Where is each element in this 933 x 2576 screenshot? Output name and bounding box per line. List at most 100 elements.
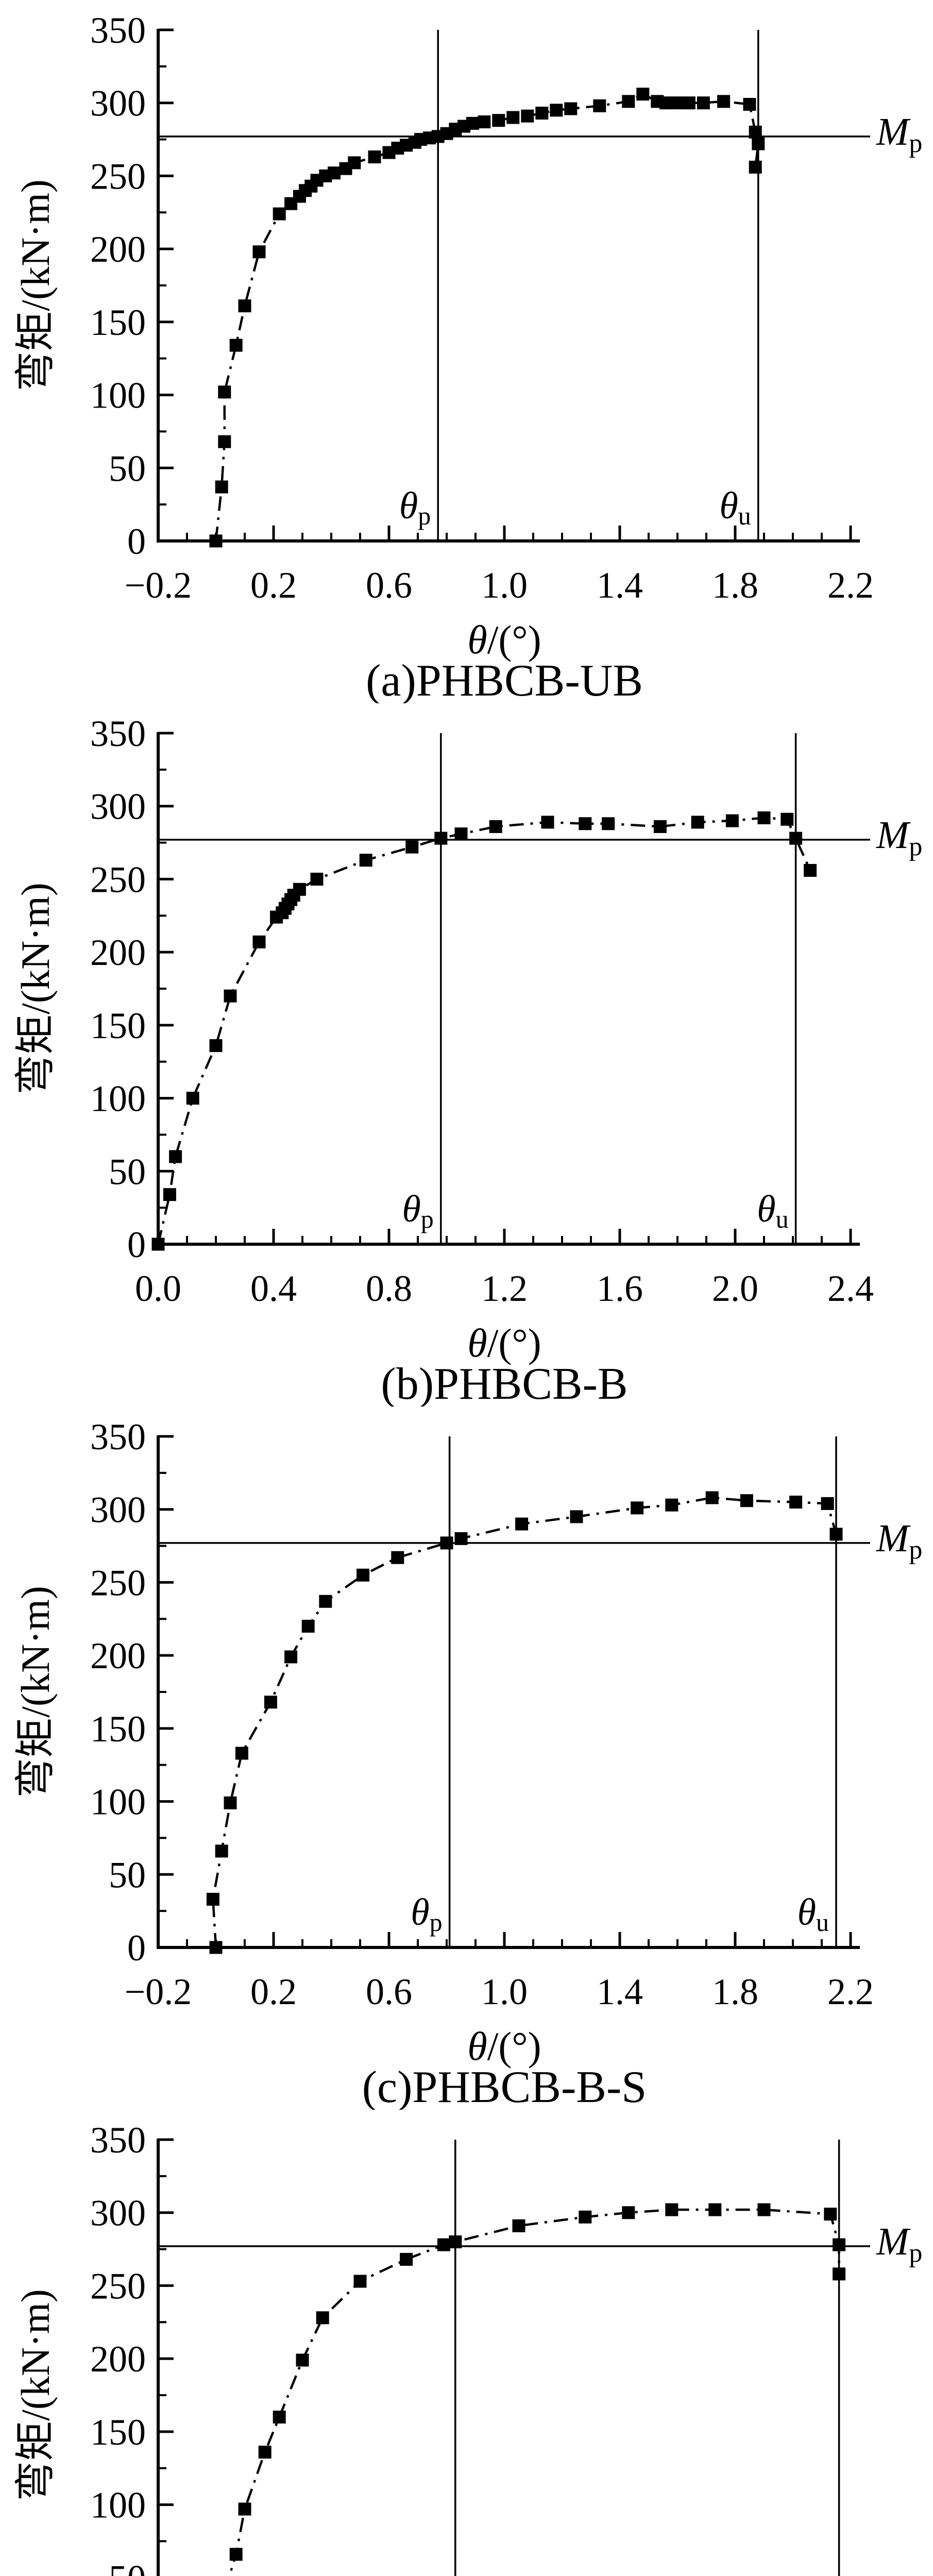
theta-p-label-base: θ — [399, 485, 418, 527]
data-point-marker — [824, 2208, 837, 2221]
y-tick-label: 250 — [90, 156, 146, 197]
data-point-marker — [258, 2446, 272, 2459]
data-point-marker — [564, 102, 578, 115]
y-tick-label: 100 — [90, 1782, 146, 1823]
data-point-marker — [186, 1092, 199, 1105]
data-point-marker — [492, 114, 505, 127]
theta-p-label-sub: p — [418, 501, 431, 530]
data-point-marker — [434, 832, 448, 845]
data-point-marker — [789, 832, 803, 845]
panel-d: −0.20.20.61.01.41.82.2050100150200250300… — [0, 2110, 933, 2576]
data-point-marker — [833, 2267, 846, 2281]
x-tick-label: 1.8 — [712, 565, 758, 606]
data-point-marker — [273, 2411, 286, 2424]
data-point-marker — [749, 160, 762, 174]
data-point-marker — [400, 2252, 413, 2266]
x-tick-label: −0.2 — [125, 565, 192, 606]
theta-p-label-base: θ — [402, 1188, 420, 1230]
x-tick-label: 0.2 — [250, 1971, 297, 2012]
theta-p-label-sub: p — [430, 1908, 443, 1937]
data-point-marker — [653, 820, 667, 833]
x-tick-label: 1.6 — [597, 1268, 643, 1309]
data-point-marker — [622, 95, 635, 108]
y-tick-label: 0 — [127, 521, 146, 562]
y-tick-label: 150 — [90, 1005, 146, 1046]
data-point-marker — [440, 1536, 453, 1550]
mp-label-sub: p — [909, 832, 922, 861]
data-point-marker — [489, 820, 502, 833]
data-point-marker — [218, 435, 231, 448]
data-point-marker — [169, 1150, 182, 1163]
data-point-marker — [454, 827, 468, 841]
data-point-marker — [151, 1238, 165, 1251]
data-point-marker — [466, 116, 479, 130]
y-axis-label: 弯矩/(kN·m) — [13, 1586, 58, 1798]
theta-u-label-base: θ — [798, 1891, 816, 1934]
x-tick-label: 0.8 — [366, 1268, 412, 1309]
data-point-marker — [391, 1551, 404, 1564]
mp-label-base: M — [876, 2220, 911, 2263]
y-tick-label: 350 — [90, 10, 146, 51]
x-tick-label: 0.6 — [366, 565, 412, 606]
y-tick-label: 250 — [90, 859, 146, 900]
y-tick-label: 200 — [90, 1635, 146, 1676]
data-point-marker — [833, 2238, 846, 2251]
data-point-marker — [206, 1892, 219, 1906]
mp-label: Mp — [876, 110, 922, 158]
data-point-marker — [293, 883, 306, 896]
data-point-marker — [602, 817, 615, 831]
chart-panel-c: −0.2 0.2 0.6 1.0 1.4 1.8 2.2 0 50 100 150 200 250 300… — [0, 1406, 933, 2110]
x-tick-label: 1.0 — [481, 565, 528, 606]
theta-u-label-base: θ — [719, 485, 738, 527]
data-point-marker — [405, 840, 419, 854]
data-point-marker — [752, 137, 765, 150]
panel-background — [0, 1406, 933, 2110]
theta-u-label-sub: u — [776, 1205, 789, 1233]
panel-background — [0, 2110, 933, 2576]
x-tick-label: 0.0 — [135, 1268, 181, 1309]
x-axis-label-symbol: θ — [467, 617, 487, 662]
y-tick-label: 150 — [90, 1708, 146, 1750]
data-point-marker — [224, 989, 237, 1003]
data-point-marker — [296, 2353, 309, 2367]
data-point-marker — [743, 98, 756, 111]
mp-label-sub: p — [909, 129, 922, 158]
data-point-marker — [579, 2210, 592, 2224]
x-axis-label-unit: /(°) — [487, 2024, 541, 2069]
y-tick-label: 350 — [90, 713, 146, 754]
y-tick-label: 200 — [90, 2338, 146, 2380]
data-point-marker — [789, 1496, 803, 1509]
panel-caption: (a)PHBCB-UB — [366, 656, 643, 703]
data-point-marker — [264, 1696, 277, 1709]
mp-label: Mp — [876, 2220, 922, 2268]
data-point-marker — [163, 1188, 176, 1201]
data-point-marker — [209, 1039, 223, 1053]
data-point-marker — [829, 1528, 843, 1541]
x-tick-label: 2.2 — [827, 565, 874, 606]
x-axis-label: θ/(°) — [467, 2024, 541, 2069]
data-point-marker — [593, 99, 606, 112]
y-tick-label: 50 — [109, 448, 146, 489]
data-point-marker — [550, 104, 563, 117]
y-tick-label: 50 — [109, 1854, 146, 1895]
data-point-marker — [705, 1491, 719, 1504]
theta-u-label: θu — [798, 1891, 829, 1937]
chart-panel-a: −0.2 0.2 0.6 1.0 1.4 1.8 2.2 0 50 100 150 200 250 300… — [0, 0, 933, 703]
x-tick-label: 2.2 — [827, 1971, 874, 2012]
data-point-marker — [310, 872, 324, 886]
y-tick-label: 50 — [109, 2557, 146, 2576]
y-tick-label: 100 — [90, 375, 146, 416]
data-point-marker — [636, 88, 650, 101]
chart-panel-d: −0.20.20.61.01.41.82.2050100150200250300… — [0, 2110, 933, 2576]
x-tick-label: −0.2 — [125, 1971, 192, 2012]
mp-label-sub: p — [909, 2239, 922, 2268]
data-point-marker — [804, 863, 817, 877]
theta-p-label: θp — [402, 1188, 433, 1233]
chart-panel-b: 0.0 0.4 0.8 1.2 1.6 2.0 2.4 0 50 100 150 200 250 300 3… — [0, 703, 933, 1406]
y-tick-label: 350 — [90, 1416, 146, 1458]
y-tick-label: 250 — [90, 1562, 146, 1603]
data-point-marker — [821, 1497, 834, 1510]
y-tick-label: 350 — [90, 2120, 146, 2161]
y-axis-label: 弯矩/(kN·m) — [13, 179, 58, 392]
x-axis-label-symbol: θ — [467, 2024, 487, 2069]
